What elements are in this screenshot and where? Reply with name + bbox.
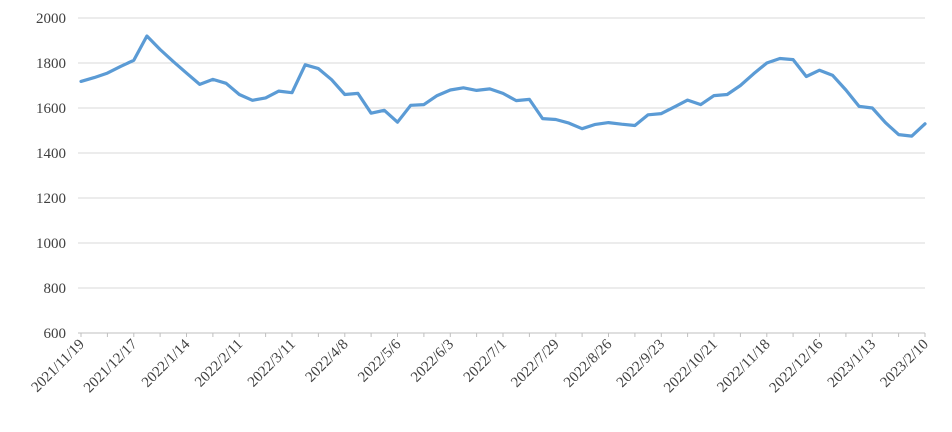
y-axis-tick-label: 1800 [36, 56, 66, 72]
x-axis-tick-label: 2022/5/6 [355, 336, 404, 385]
y-axis-tick-label: 1000 [36, 236, 66, 252]
x-axis-tick-label: 2022/8/26 [561, 336, 616, 391]
y-axis-tick-label: 1200 [36, 191, 66, 207]
x-axis-tick-label: 2023/1/13 [825, 337, 879, 391]
x-axis-tick-label: 2022/7/1 [461, 337, 510, 386]
x-axis-tick-label: 2022/10/21 [661, 337, 721, 397]
y-axis-tick-label: 800 [44, 281, 67, 297]
data-series-line [79, 34, 927, 138]
x-axis-tick-label: 2022/6/3 [408, 337, 457, 386]
x-axis-tick-label: 2022/1/14 [139, 336, 194, 391]
x-axis-tick-label: 2022/2/11 [192, 337, 246, 391]
y-axis-tick-label: 1600 [36, 101, 66, 117]
y-axis-tick-label: 1400 [36, 146, 66, 162]
x-axis-tick-label: 2022/11/18 [714, 337, 773, 396]
x-axis-tick-label: 2022/4/8 [303, 337, 352, 386]
x-axis-tick-label: 2023/2/10 [877, 337, 931, 391]
x-axis-tick-label: 2022/3/11 [245, 337, 299, 391]
x-axis-tick-label: 2022/12/16 [767, 336, 827, 396]
y-axis-tick-label: 2000 [36, 11, 66, 27]
x-axis-tick-label: 2022/9/23 [614, 337, 668, 391]
x-axis-tick-label: 2021/11/19 [29, 337, 88, 396]
y-axis-tick-label: 600 [44, 326, 67, 342]
x-axis-tick-label: 2022/7/29 [508, 337, 562, 391]
x-axis-tick-label: 2021/12/17 [81, 336, 141, 396]
